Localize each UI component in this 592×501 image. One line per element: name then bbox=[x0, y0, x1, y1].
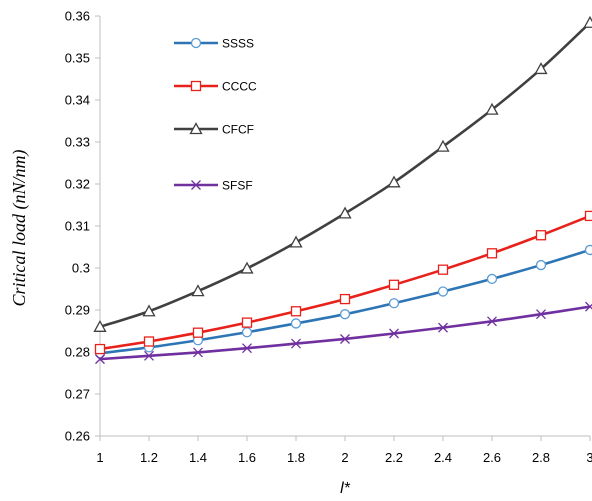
x-tick-label: 1.8 bbox=[287, 450, 305, 465]
data-point bbox=[191, 284, 205, 297]
data-point bbox=[585, 301, 592, 312]
y-tick-label: 0.35 bbox=[65, 51, 90, 66]
data-point bbox=[340, 334, 350, 344]
y-tick-label: 0.29 bbox=[65, 303, 90, 318]
series-cfcf bbox=[93, 15, 592, 332]
legend-label: CFCF bbox=[222, 123, 254, 137]
legend-label: SFSF bbox=[222, 179, 253, 193]
data-point bbox=[437, 286, 449, 297]
data-point bbox=[290, 306, 302, 317]
data-point bbox=[144, 350, 154, 361]
data-point bbox=[437, 264, 449, 275]
legend-marker bbox=[190, 80, 202, 92]
x-tick-label: 2.2 bbox=[385, 450, 403, 465]
x-tick-label: 2.8 bbox=[532, 450, 550, 465]
y-tick-label: 0.28 bbox=[65, 345, 90, 360]
series-line-cfcf bbox=[99, 21, 591, 329]
x-tick-label: 1 bbox=[96, 450, 103, 465]
series-sfsf bbox=[95, 301, 592, 365]
data-point bbox=[289, 235, 303, 248]
legend-item-cccc: CCCC bbox=[174, 80, 257, 94]
data-point bbox=[487, 316, 497, 327]
x-tick-label: 3 bbox=[586, 450, 592, 465]
y-tick-label: 0.33 bbox=[65, 135, 90, 150]
data-point bbox=[241, 327, 253, 338]
axes bbox=[99, 16, 590, 437]
y-tick-label: 0.26 bbox=[65, 429, 90, 444]
data-point bbox=[485, 102, 499, 115]
legend: SSSS CCCC CFCF SFSF bbox=[174, 37, 257, 193]
legend-item-ssss: SSSS bbox=[174, 37, 254, 51]
y-tick-label: 0.27 bbox=[65, 387, 90, 402]
series-cccc bbox=[94, 210, 592, 355]
data-point bbox=[193, 347, 203, 358]
data-point bbox=[143, 336, 155, 347]
x-tick-label: 1.2 bbox=[140, 450, 158, 465]
data-point bbox=[436, 139, 450, 152]
legend-label: CCCC bbox=[222, 80, 257, 94]
data-point bbox=[486, 273, 498, 285]
x-tick-labels: 1 1.2 1.4 1.6 1.8 2 2.2 2.4 2.6 2.8 3 bbox=[96, 436, 592, 465]
x-tick-label: 2 bbox=[341, 450, 348, 465]
data-point bbox=[535, 230, 547, 241]
x-tick-label: 2.4 bbox=[434, 450, 452, 465]
data-point bbox=[536, 309, 546, 320]
data-point bbox=[535, 259, 547, 271]
data-point bbox=[534, 62, 548, 75]
data-point bbox=[486, 248, 498, 259]
data-point bbox=[290, 318, 302, 329]
data-point bbox=[338, 206, 352, 219]
data-point bbox=[241, 317, 253, 328]
data-point bbox=[388, 279, 400, 290]
data-point bbox=[584, 210, 592, 222]
series-layer bbox=[93, 15, 592, 365]
legend-item-cfcf: CFCF bbox=[174, 122, 254, 137]
data-point bbox=[192, 327, 204, 338]
data-point bbox=[142, 304, 156, 317]
x-tick-label: 1.6 bbox=[238, 450, 256, 465]
data-point bbox=[388, 298, 400, 309]
y-tick-label: 0.31 bbox=[65, 219, 90, 234]
data-point bbox=[94, 343, 106, 355]
y-tick-label: 0.3 bbox=[72, 261, 90, 276]
data-point bbox=[95, 354, 105, 365]
data-point bbox=[438, 322, 448, 333]
series-line-cccc bbox=[99, 214, 591, 351]
x-tick-label: 1.4 bbox=[189, 450, 207, 465]
y-axis-label: Critical load (nN/nm) bbox=[9, 149, 30, 306]
legend-item-sfsf: SFSF bbox=[174, 179, 253, 193]
data-point bbox=[339, 309, 351, 320]
y-tick-label: 0.34 bbox=[65, 93, 90, 108]
data-point bbox=[584, 244, 592, 256]
y-tick-labels: 0.26 0.27 0.28 0.29 0.3 0.31 0.32 0.33 0.34 0.35 0… bbox=[65, 9, 100, 444]
legend-marker bbox=[189, 122, 203, 135]
legend-marker bbox=[191, 180, 201, 190]
y-tick-label: 0.32 bbox=[65, 177, 90, 192]
y-tick-label: 0.36 bbox=[65, 9, 90, 24]
data-point bbox=[387, 175, 401, 188]
x-tick-label: 2.6 bbox=[483, 450, 501, 465]
data-point bbox=[242, 343, 252, 354]
legend-marker bbox=[190, 37, 202, 49]
data-point bbox=[339, 293, 351, 305]
legend-label: SSSS bbox=[222, 37, 254, 51]
x-axis-label: l* bbox=[340, 480, 351, 497]
data-point bbox=[291, 338, 301, 349]
data-point bbox=[240, 261, 254, 274]
data-point bbox=[583, 15, 592, 28]
data-point bbox=[93, 319, 107, 332]
data-point bbox=[389, 328, 399, 339]
